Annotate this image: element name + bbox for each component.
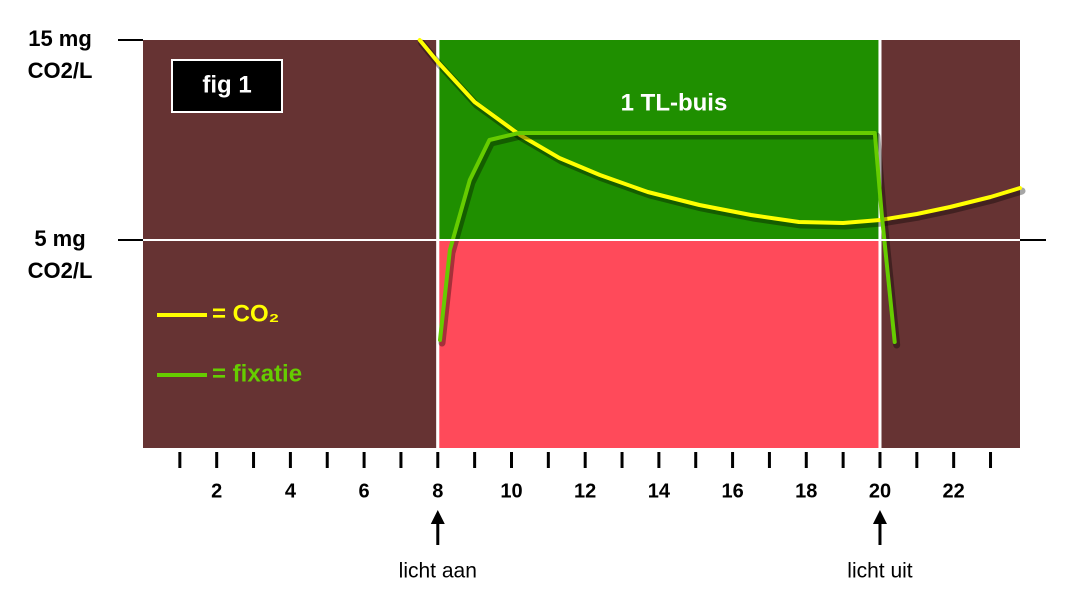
x-tick-label: 16 <box>721 480 743 502</box>
line <box>438 131 897 344</box>
line <box>417 38 1022 225</box>
x-tick-label: 14 <box>648 480 671 502</box>
x-tick-label: 4 <box>285 480 297 502</box>
x-tick-label: 20 <box>869 480 891 502</box>
x-tick-label: 22 <box>943 480 965 502</box>
x-tick-label: 10 <box>500 480 522 502</box>
arrow-head <box>430 510 445 524</box>
x-tick-label: 6 <box>359 480 370 502</box>
x-tick-label: 8 <box>432 480 443 502</box>
annotation: licht uit <box>847 560 913 583</box>
region <box>437 40 880 240</box>
legend-label: = fixatie <box>212 360 302 387</box>
region <box>437 240 880 448</box>
arrow-head <box>872 510 887 524</box>
legend-label: = CO₂ <box>212 300 279 327</box>
annotation: licht aan <box>399 560 477 583</box>
y-tick-label: 5 mg CO2/L <box>28 226 93 283</box>
x-tick-label: 12 <box>574 480 596 502</box>
y-tick-label: 15 mg CO2/L <box>28 26 93 83</box>
plot-area <box>143 38 1026 448</box>
fig-label: fig 1 <box>202 71 251 98</box>
x-tick-label: 2 <box>211 480 222 502</box>
x-tick-label: 18 <box>795 480 817 502</box>
region-label: 1 TL-buis <box>621 89 728 116</box>
fig-box <box>171 59 283 113</box>
